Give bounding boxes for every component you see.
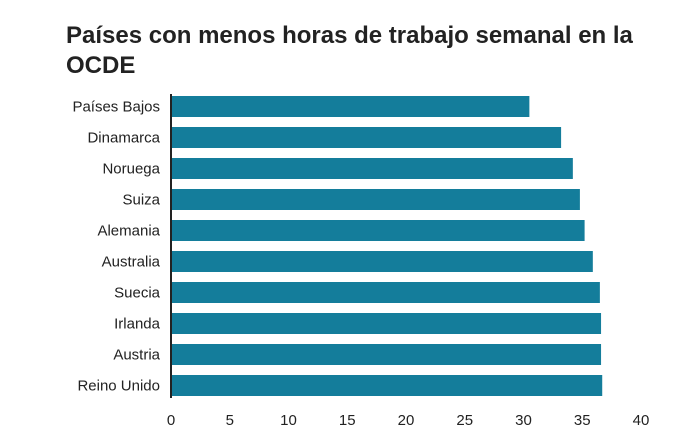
x-tick-label: 40 [633,412,650,429]
bar [171,313,602,334]
x-tick-label: 10 [280,412,297,429]
category-label: Irlanda [114,316,161,333]
category-labels: Países Bajos Dinamarca Noruega Suiza Alemani… [72,99,160,395]
category-label: Reino Unido [77,378,160,395]
bar [171,220,585,241]
x-tick-label: 25 [456,412,473,429]
category-label: Dinamarca [87,130,160,147]
x-tick-label: 15 [339,412,356,429]
chart-title: Países con menos horas de trabajo semana… [66,22,633,79]
category-label: Australia [102,254,161,271]
category-label: Austria [113,347,160,364]
category-label: Alemania [97,223,160,240]
category-label: Suiza [122,192,160,209]
bar [171,96,530,117]
x-tick-label: 35 [574,412,591,429]
x-tick-label: 20 [398,412,415,429]
bar [171,158,573,179]
bar [171,251,593,272]
x-tick-label: 5 [226,412,234,429]
x-tick-label: 30 [515,412,532,429]
bar [171,282,600,303]
category-label: Países Bajos [72,99,160,116]
bar [171,375,603,396]
category-label: Noruega [102,161,160,178]
bars-layer [171,96,603,396]
bar [171,189,580,210]
bar [171,127,562,148]
x-tick-label: 0 [167,412,175,429]
category-label: Suecia [114,285,161,302]
x-axis-ticks: 0 5 10 15 20 25 30 35 40 [167,412,650,429]
bar [171,344,602,365]
